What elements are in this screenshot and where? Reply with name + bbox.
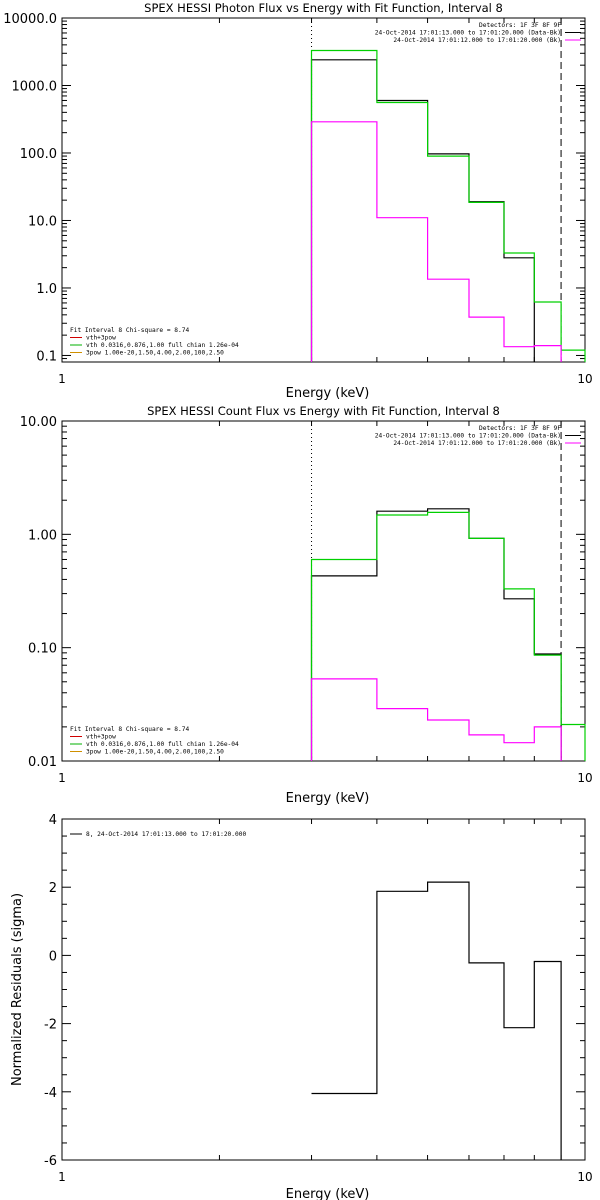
legend-text-bottom-1-1: vth+3pow	[86, 734, 116, 741]
y-tick-label-2-4: -4	[44, 1086, 57, 1101]
y-tick-label-1-0: 10.00	[20, 415, 57, 430]
y-tick-label-1-1: 1.00	[28, 528, 57, 543]
x-axis-label-1: Energy (keV)	[286, 791, 370, 806]
y-tick-label-2-2: 0	[49, 949, 57, 964]
legend-text-bottom-1-2: vth 0.0316,0.876,1.00 full chian 1.26e-0…	[86, 741, 239, 748]
y-axis-label-2: Normalized Residuals (sigma)	[10, 893, 25, 1086]
y-tick-label-2-3: -2	[44, 1018, 57, 1033]
y-tick-label-0-2: 100.0	[20, 147, 57, 162]
y-tick-label-2-1: 2	[49, 881, 57, 896]
chart-title-0: SPEX HESSI Photon Flux vs Energy with Fi…	[144, 1, 503, 15]
x-tick-label-1-0: 1	[58, 771, 66, 785]
chart-title-1: SPEX HESSI Count Flux vs Energy with Fit…	[147, 404, 500, 418]
legend-text-bottom-0-1: vth+3pow	[86, 335, 116, 342]
y-tick-label-0-4: 1.0	[36, 282, 57, 297]
legend-text-top-0-1: 24-Oct-2014 17:01:13.000 to 17:01:20.000…	[375, 30, 561, 37]
legend-text-top-1-0: Detectors: 1F 3F 8F 9F	[479, 425, 561, 432]
legend-text-top-0-0: Detectors: 1F 3F 8F 9F	[479, 22, 561, 29]
y-tick-label-2-0: 4	[49, 813, 57, 828]
plot-frame-2	[61, 818, 586, 1161]
legend-text-bottom-0-3: 3pow 1.00e-20,1.50,4.00,2.00,100,2.50	[86, 350, 224, 357]
legend-text-top-1-1: 24-Oct-2014 17:01:13.000 to 17:01:20.000…	[375, 433, 561, 440]
x-tick-label-0-0: 1	[58, 372, 66, 386]
x-tick-label-2-1: 10	[577, 1170, 592, 1184]
y-tick-label-1-2: 0.10	[28, 642, 57, 657]
series-line-1-2	[310, 678, 562, 761]
y-tick-label-0-1: 1000.0	[12, 79, 58, 94]
series-line-0-2	[310, 121, 562, 362]
x-tick-label-2-0: 1	[58, 1170, 66, 1184]
x-tick-label-0-1: 10	[577, 372, 592, 386]
x-tick-label-1-1: 10	[577, 771, 592, 785]
y-tick-label-0-0: 10000.0	[3, 12, 57, 27]
y-tick-label-2-5: -6	[44, 1154, 57, 1169]
series-line-1-0	[310, 508, 562, 761]
plot-frame-1	[61, 420, 586, 762]
legend-text-bottom-1-3: 3pow 1.00e-20,1.50,4.00,2.00,100,2.50	[86, 749, 224, 756]
plot-frame-0	[61, 17, 586, 363]
series-line-2-0	[311, 881, 562, 1160]
legend-text-topleft-2-0: 8, 24-Oct-2014 17:01:13.000 to 17:01:20.…	[86, 831, 246, 838]
y-tick-label-0-5: 0.1	[36, 349, 57, 364]
series-line-1-1	[310, 511, 586, 761]
y-tick-label-0-3: 10.0	[28, 214, 57, 229]
legend-text-top-1-2: 24-Oct-2014 17:01:12.000 to 17:01:20.000…	[393, 440, 561, 447]
legend-text-top-0-2: 24-Oct-2014 17:01:12.000 to 17:01:20.000…	[393, 37, 561, 44]
y-tick-label-1-3: 0.01	[28, 755, 57, 770]
series-line-0-1	[310, 49, 586, 362]
series-line-0-0	[310, 59, 535, 362]
legend-text-bottom-0-2: vth 0.0316,0.876,1.00 full chian 1.26e-0…	[86, 342, 239, 349]
x-axis-label-2: Energy (keV)	[286, 1187, 370, 1200]
legend-text-bottom-1-0: Fit Interval 8 Chi-square = 8.74	[70, 726, 189, 733]
legend-text-bottom-0-0: Fit Interval 8 Chi-square = 8.74	[70, 327, 189, 334]
x-axis-label-0: Energy (keV)	[286, 386, 370, 401]
